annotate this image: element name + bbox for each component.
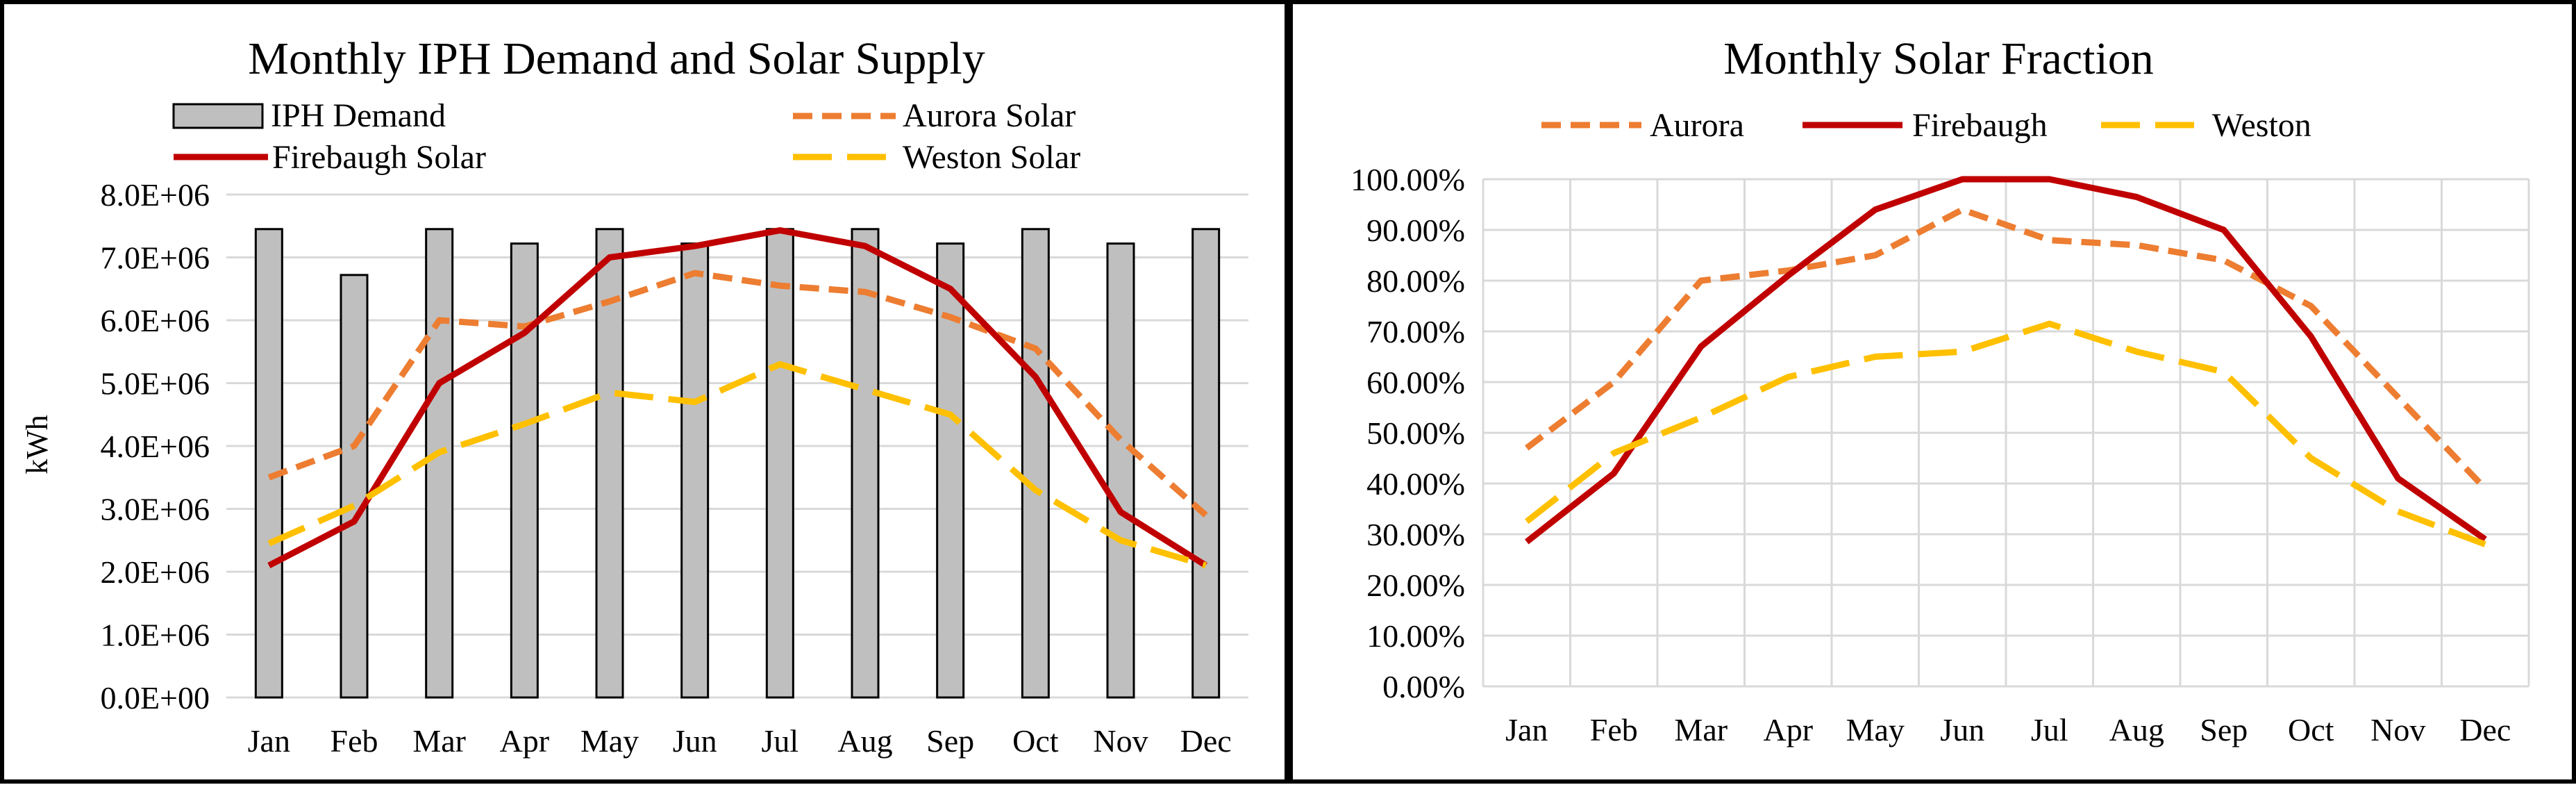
y-tick-label: 50.00% bbox=[1366, 415, 1465, 451]
legend-label-weston: Weston bbox=[2212, 107, 2311, 144]
chart-title: Monthly IPH Demand and Solar Supply bbox=[248, 33, 985, 84]
x-tick-label: Apr bbox=[500, 723, 550, 759]
y-tick-label: 70.00% bbox=[1366, 314, 1465, 349]
x-tick-label: Oct bbox=[2288, 712, 2334, 747]
x-tick-label: Dec bbox=[2459, 712, 2511, 747]
y-tick-label: 4.0E+06 bbox=[100, 429, 210, 464]
chart-title: Monthly Solar Fraction bbox=[1723, 33, 2154, 84]
y-tick-label: 8.0E+06 bbox=[100, 177, 210, 213]
y-tick-label: 1.0E+06 bbox=[100, 618, 210, 653]
legend-item-weston: Weston Solar bbox=[793, 139, 1080, 176]
y-tick-label: 80.00% bbox=[1366, 263, 1465, 299]
series-line-aurora-solar bbox=[267, 270, 1208, 518]
y-tick-label: 3.0E+06 bbox=[100, 492, 210, 527]
x-tick-label: Jan bbox=[248, 723, 290, 759]
x-tick-label: Mar bbox=[412, 723, 466, 759]
legend: IPH Demand Aurora Solar Firebaugh Solar … bbox=[172, 97, 1080, 176]
x-tick-label: Dec bbox=[1180, 723, 1232, 759]
legend-swatch-demand bbox=[172, 103, 264, 129]
x-axis-ticks: Jan Feb Mar Apr May Jun Jul Aug Sep Oct Nov Dec bbox=[248, 723, 1232, 759]
y-tick-label: 20.00% bbox=[1366, 568, 1465, 603]
bar-iph-demand bbox=[1021, 228, 1050, 699]
panel-border bbox=[0, 0, 1289, 784]
x-tick-label: Jun bbox=[1940, 712, 1984, 747]
x-tick-label: Sep bbox=[2200, 712, 2248, 747]
legend-label-weston: Weston Solar bbox=[903, 139, 1080, 176]
x-tick-label: Apr bbox=[1763, 712, 1813, 747]
fraction-chart: Monthly Solar Fraction 0.00% 10.00% 20.00%… bbox=[1289, 0, 2576, 784]
x-axis-ticks: Jan Feb Mar Apr May Jun Jul Aug Sep Oct Nov Dec bbox=[1505, 712, 2511, 747]
legend: Aurora Firebaugh Weston bbox=[1541, 107, 2311, 144]
y-tick-label: 30.00% bbox=[1366, 517, 1465, 552]
x-tick-label: Oct bbox=[1012, 723, 1059, 759]
y-tick-label: 7.0E+06 bbox=[100, 240, 210, 276]
x-tick-label: Feb bbox=[1590, 712, 1638, 747]
chart-panel-supply: Monthly IPH Demand and Solar Supply 0.0E… bbox=[0, 0, 1289, 784]
legend-item-demand: IPH Demand bbox=[172, 97, 446, 134]
y-tick-label: 0.00% bbox=[1382, 669, 1465, 704]
bar-iph-demand bbox=[595, 228, 624, 699]
y-axis-label: kWh bbox=[20, 415, 54, 474]
x-tick-label: Jun bbox=[673, 723, 717, 759]
chart-panel-fraction: Monthly Solar Fraction 0.00% 10.00% 20.00%… bbox=[1289, 0, 2576, 784]
legend-label-aurora: Aurora Solar bbox=[903, 97, 1076, 134]
series-line-weston bbox=[1524, 320, 2486, 547]
series-line-firebaugh bbox=[1524, 176, 2487, 545]
y-tick-label: 40.00% bbox=[1366, 466, 1465, 502]
legend-item-firebaugh: Firebaugh bbox=[1803, 107, 2048, 144]
x-tick-label: Nov bbox=[2370, 712, 2425, 747]
legend-label-firebaugh: Firebaugh Solar bbox=[272, 139, 486, 176]
bar-iph-demand bbox=[425, 228, 454, 699]
x-tick-label: Nov bbox=[1093, 723, 1148, 759]
y-tick-label: 90.00% bbox=[1366, 213, 1465, 248]
x-tick-label: May bbox=[1846, 712, 1905, 747]
x-tick-label: Feb bbox=[331, 723, 378, 759]
bar-series bbox=[254, 228, 1221, 699]
bar-iph-demand bbox=[340, 274, 369, 699]
bar-iph-demand bbox=[680, 242, 710, 699]
bar-iph-demand bbox=[1191, 228, 1221, 699]
legend-item-aurora: Aurora Solar bbox=[793, 97, 1076, 134]
x-tick-label: Jul bbox=[2031, 712, 2068, 747]
line-series bbox=[1524, 176, 2488, 547]
y-tick-label: 60.00% bbox=[1366, 365, 1465, 400]
x-tick-label: Aug bbox=[2109, 712, 2164, 747]
legend-label-firebaugh: Firebaugh bbox=[1912, 107, 2048, 144]
y-tick-label: 5.0E+06 bbox=[100, 366, 210, 402]
y-axis-ticks: 0.0E+00 1.0E+06 2.0E+06 3.0E+06 4.0E+06 5.0E+… bbox=[100, 177, 210, 716]
series-line-weston-solar bbox=[267, 361, 1207, 569]
legend-item-firebaugh: Firebaugh Solar bbox=[174, 139, 486, 176]
legend-label-demand: IPH Demand bbox=[271, 97, 446, 134]
line-series bbox=[267, 227, 1208, 569]
legend-label-aurora: Aurora bbox=[1650, 107, 1744, 144]
supply-chart: Monthly IPH Demand and Solar Supply 0.0E… bbox=[0, 0, 1289, 784]
series-line-aurora bbox=[1525, 206, 2488, 491]
y-tick-label: 10.00% bbox=[1366, 618, 1465, 654]
bar-iph-demand bbox=[254, 228, 283, 699]
y-tick-label: 100.00% bbox=[1350, 162, 1465, 197]
panel-border bbox=[1289, 0, 2576, 784]
bar-iph-demand bbox=[936, 242, 965, 699]
x-tick-label: Aug bbox=[837, 723, 892, 759]
bar-iph-demand bbox=[510, 242, 539, 699]
bar-iph-demand bbox=[765, 228, 794, 699]
bar-iph-demand bbox=[1106, 242, 1135, 699]
y-tick-label: 0.0E+00 bbox=[100, 680, 210, 716]
bar-iph-demand bbox=[851, 228, 880, 699]
x-tick-label: May bbox=[580, 723, 639, 759]
gridlines bbox=[226, 193, 1248, 699]
y-tick-label: 6.0E+06 bbox=[100, 303, 210, 338]
x-tick-label: Jan bbox=[1505, 712, 1548, 747]
x-tick-label: Jul bbox=[761, 723, 798, 759]
x-tick-label: Sep bbox=[926, 723, 974, 759]
y-axis-ticks: 0.00% 10.00% 20.00% 30.00% 40.00% 50.00% 60.00… bbox=[1350, 162, 1465, 704]
series-line-firebaugh-solar bbox=[267, 227, 1208, 568]
x-tick-label: Mar bbox=[1674, 712, 1728, 747]
legend-item-weston: Weston bbox=[2101, 107, 2311, 144]
y-tick-label: 2.0E+06 bbox=[100, 554, 210, 590]
legend-item-aurora: Aurora bbox=[1541, 107, 1744, 144]
